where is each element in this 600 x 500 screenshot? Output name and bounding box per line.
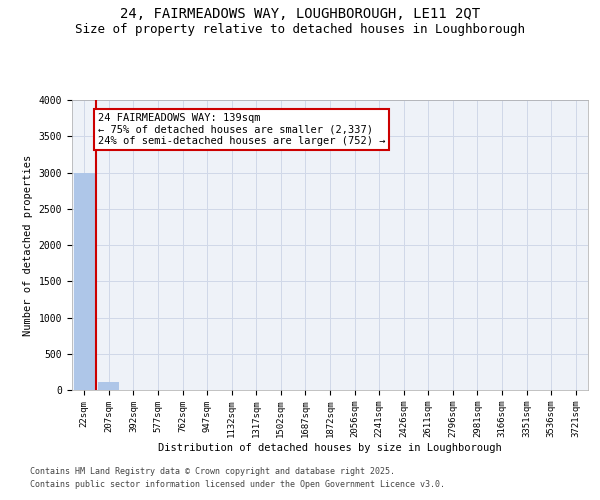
Bar — [98, 382, 119, 390]
Text: 24, FAIRMEADOWS WAY, LOUGHBOROUGH, LE11 2QT: 24, FAIRMEADOWS WAY, LOUGHBOROUGH, LE11 … — [120, 8, 480, 22]
Text: Size of property relative to detached houses in Loughborough: Size of property relative to detached ho… — [75, 22, 525, 36]
X-axis label: Distribution of detached houses by size in Loughborough: Distribution of detached houses by size … — [158, 443, 502, 453]
Text: Contains HM Land Registry data © Crown copyright and database right 2025.: Contains HM Land Registry data © Crown c… — [30, 468, 395, 476]
Bar — [74, 172, 95, 390]
Y-axis label: Number of detached properties: Number of detached properties — [23, 154, 33, 336]
Text: Contains public sector information licensed under the Open Government Licence v3: Contains public sector information licen… — [30, 480, 445, 489]
Text: 24 FAIRMEADOWS WAY: 139sqm
← 75% of detached houses are smaller (2,337)
24% of s: 24 FAIRMEADOWS WAY: 139sqm ← 75% of deta… — [98, 113, 385, 146]
